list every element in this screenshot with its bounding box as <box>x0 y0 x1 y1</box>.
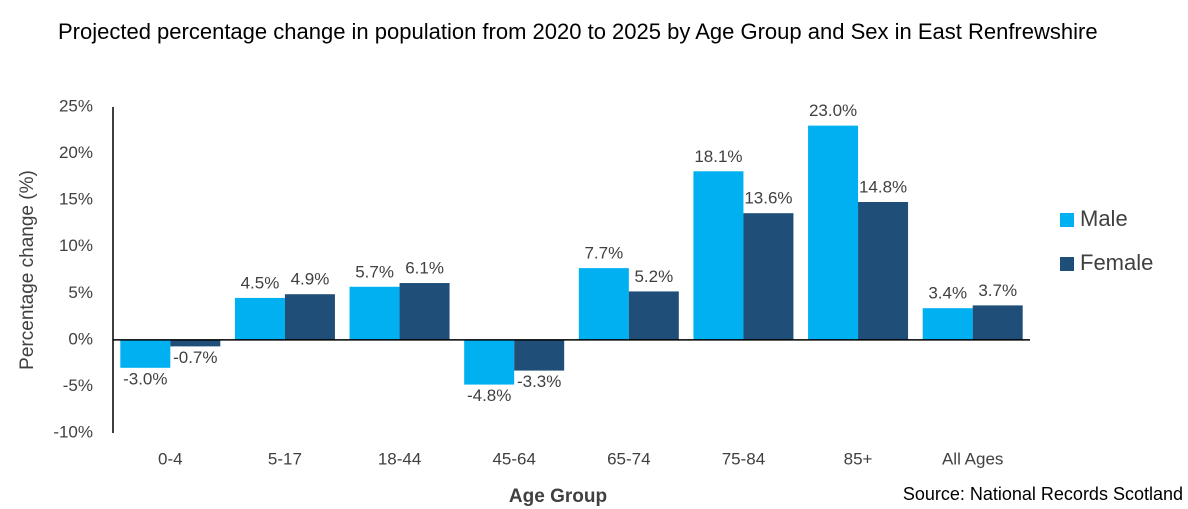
value-label: 3.4% <box>928 284 967 303</box>
x-tick-label: 18-44 <box>378 449 421 468</box>
y-tick-label: -10% <box>53 422 93 441</box>
value-label: 13.6% <box>744 189 792 208</box>
value-label: -3.3% <box>517 372 561 391</box>
value-label: 4.5% <box>241 273 280 292</box>
bar <box>234 297 285 340</box>
value-label: -3.0% <box>123 369 167 388</box>
legend-label: Female <box>1080 250 1153 275</box>
x-axis-label: Age Group <box>509 486 607 507</box>
y-tick-label: 20% <box>59 143 93 162</box>
bar <box>922 308 973 340</box>
y-axis-label: Percentage change (%) <box>17 170 38 370</box>
value-label: 5.2% <box>634 267 673 286</box>
legend-swatch <box>1060 257 1074 271</box>
value-label: 23.0% <box>809 101 857 120</box>
x-tick-label: All Ages <box>942 449 1003 468</box>
value-label: 6.1% <box>405 259 444 278</box>
bar <box>514 339 565 371</box>
y-tick-label: -5% <box>63 376 93 395</box>
value-label: 14.8% <box>859 177 907 196</box>
value-label: 7.7% <box>584 244 623 263</box>
bar <box>693 171 744 340</box>
bar <box>349 286 400 340</box>
y-tick-label: 0% <box>68 329 93 348</box>
value-label: -0.7% <box>173 348 217 367</box>
x-tick-label: 85+ <box>844 449 873 468</box>
x-tick-label: 5-17 <box>268 449 302 468</box>
y-tick-label: 10% <box>59 236 93 255</box>
x-tick-label: 65-74 <box>607 449 650 468</box>
bar <box>628 291 679 340</box>
value-label: 5.7% <box>355 262 394 281</box>
bar <box>972 305 1023 340</box>
x-tick-label: 45-64 <box>492 449 535 468</box>
value-label: 18.1% <box>694 147 742 166</box>
y-tick-label: 5% <box>68 283 93 302</box>
value-label: 3.7% <box>978 281 1017 300</box>
chart-title: Projected percentage change in populatio… <box>58 19 1098 44</box>
y-tick-label: 15% <box>59 190 93 209</box>
x-tick-label: 75-84 <box>722 449 765 468</box>
bar <box>858 202 909 340</box>
bar <box>808 125 859 340</box>
x-tick-label: 0-4 <box>158 449 183 468</box>
bar <box>170 339 221 347</box>
bar <box>743 213 794 340</box>
bar <box>120 339 171 368</box>
bar <box>399 283 450 340</box>
legend-label: Male <box>1080 206 1128 231</box>
source: Source: National Records Scotland <box>903 484 1183 504</box>
value-label: 4.9% <box>291 270 330 289</box>
bar <box>578 268 629 340</box>
value-label: -4.8% <box>467 386 511 405</box>
bar <box>284 294 335 340</box>
y-tick-label: 25% <box>59 96 93 115</box>
bar <box>464 339 515 385</box>
legend-swatch <box>1060 213 1074 227</box>
